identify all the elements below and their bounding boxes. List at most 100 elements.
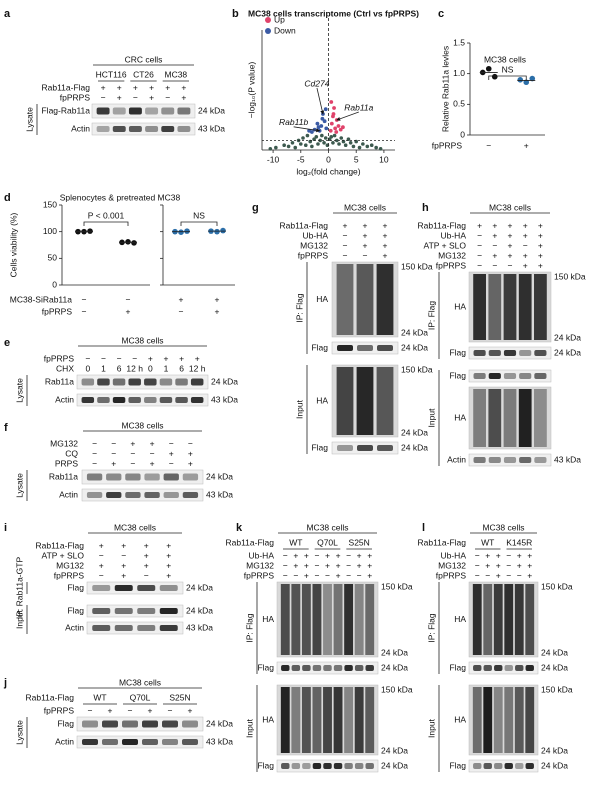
x-tick-label: 5 <box>354 154 359 164</box>
condition-sign: + <box>524 140 529 150</box>
smear <box>514 584 524 655</box>
condition-sign: − <box>293 570 298 580</box>
condition-label: Ub-HA <box>440 230 466 240</box>
band <box>92 608 111 614</box>
smear <box>301 687 311 753</box>
annotation-arrow <box>316 87 325 115</box>
panel-letter: a <box>4 8 11 20</box>
band <box>159 585 178 591</box>
condition-sign: + <box>363 240 368 250</box>
condition-sign: − <box>169 438 174 448</box>
condition-sign: + <box>343 220 348 230</box>
bracket-label: NS <box>193 210 205 220</box>
bracket <box>488 75 527 80</box>
condition-sign: + <box>181 82 186 92</box>
condition-sign: − <box>475 560 480 570</box>
condition-label: Rab11a-Flag <box>41 82 90 92</box>
blot-label: HA <box>454 301 466 311</box>
legend-label: Down <box>274 25 296 35</box>
condition-sign: + <box>133 82 138 92</box>
condition-sign: − <box>485 570 490 580</box>
point <box>268 147 273 151</box>
point <box>214 228 220 235</box>
condition-sign: − <box>88 705 93 715</box>
band <box>357 345 373 351</box>
blot <box>86 581 184 595</box>
point <box>178 229 184 235</box>
point <box>334 130 339 134</box>
size-marker: 24 kDa <box>554 347 581 357</box>
smear <box>518 274 532 340</box>
point <box>322 119 327 124</box>
band <box>473 373 486 379</box>
point <box>336 124 341 128</box>
band <box>125 492 141 498</box>
condition-label: MG132 <box>300 240 328 250</box>
section-label: IP: Flag <box>294 293 304 323</box>
point <box>529 75 536 82</box>
band <box>534 350 547 356</box>
band <box>190 378 204 386</box>
group-label: Q70L <box>130 692 151 702</box>
condition-sign: + <box>508 220 513 230</box>
band <box>515 763 524 769</box>
band <box>323 665 332 671</box>
row-label: Rab11a-Flag <box>25 692 74 702</box>
condition-label: Rab11a-Flag <box>417 220 466 230</box>
section-label: Lysate <box>14 378 24 403</box>
band <box>177 107 191 115</box>
condition-sign: + <box>538 220 543 230</box>
size-marker: 43 kDa <box>206 736 233 746</box>
condition-sign: + <box>496 560 501 570</box>
band <box>112 107 126 115</box>
point <box>329 135 334 139</box>
condition-sign: + <box>181 92 186 102</box>
condition-sign: + <box>538 260 543 270</box>
condition-sign: + <box>492 250 497 260</box>
smear <box>333 584 343 655</box>
condition-sign: 1 <box>101 363 106 373</box>
smear <box>291 584 301 655</box>
condition-label: fpPRPS <box>60 92 91 102</box>
condition-sign: − <box>477 260 482 270</box>
band <box>365 665 374 671</box>
blot-label: Flag <box>67 605 84 615</box>
group-label: WT <box>481 537 494 547</box>
section-label: Lysate <box>24 107 34 132</box>
point <box>374 145 378 150</box>
point <box>318 138 322 143</box>
blot-label: Actin <box>71 123 90 133</box>
point <box>329 121 334 126</box>
condition-sign: + <box>523 260 528 270</box>
condition-sign: − <box>506 570 511 580</box>
smear <box>488 274 502 340</box>
condition-sign: − <box>130 458 135 468</box>
panel-title: MC38 cells <box>119 677 161 687</box>
condition-label: CQ <box>65 448 78 458</box>
point <box>316 142 320 146</box>
blot <box>468 369 552 383</box>
band <box>177 126 191 132</box>
condition-label: fpPRPS <box>432 140 463 150</box>
panel-letter: l <box>422 522 425 534</box>
band <box>519 350 532 356</box>
band <box>142 720 158 728</box>
y-tick-label: 50 <box>48 253 58 263</box>
condition-sign: 6 <box>179 363 184 373</box>
size-marker: 24 kDa <box>381 662 408 672</box>
panel-letter: c <box>438 8 444 20</box>
smear <box>472 687 482 753</box>
band <box>162 720 178 728</box>
condition-sign: + <box>121 540 126 550</box>
condition-sign: 12 h <box>126 363 143 373</box>
condition-sign: + <box>163 353 168 363</box>
smear <box>365 584 375 655</box>
band <box>488 373 501 379</box>
point <box>303 143 308 147</box>
smear <box>473 389 486 447</box>
blot-label: Actin <box>55 736 74 746</box>
point <box>351 144 356 149</box>
band <box>503 350 517 356</box>
condition-label: MG132 <box>438 250 466 260</box>
